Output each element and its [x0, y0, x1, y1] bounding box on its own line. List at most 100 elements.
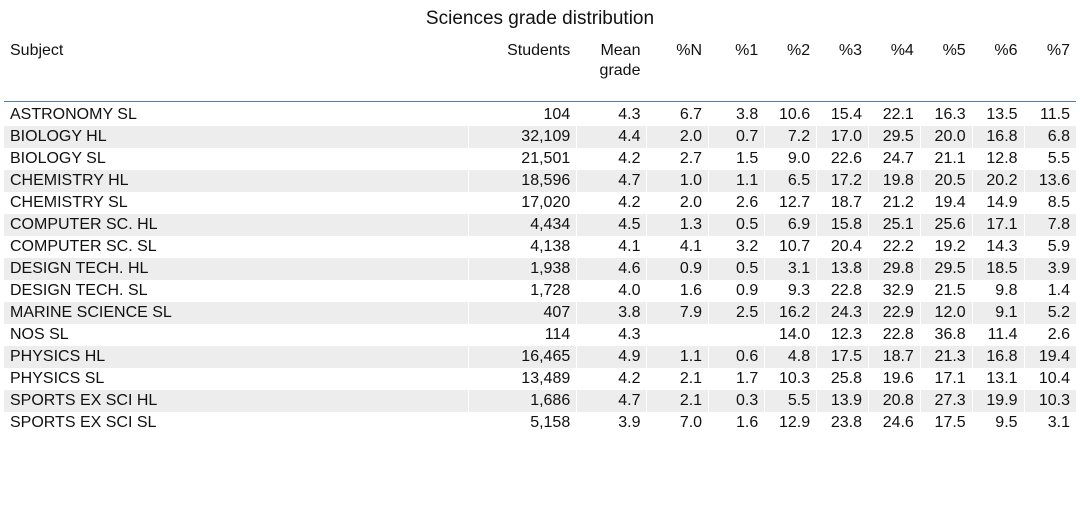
value-cell: 0.6 [708, 345, 765, 368]
subject-cell: BIOLOGY SL [10, 149, 106, 167]
value-cell: 4.8 [764, 345, 817, 368]
value-cell: 1.3 [646, 213, 709, 236]
value-cell: 16.2 [764, 301, 817, 324]
value-cell: 18.7 [867, 345, 921, 368]
table-body: ASTRONOMY SL 104 4.3 6.7 3.8 10.6 15.4 22.1 16.3… [4, 101, 1076, 434]
value-cell: 9.1 [971, 301, 1025, 324]
value-cell: 18.5 [971, 257, 1025, 280]
table-row: DESIGN TECH. SL 1,728 4.0 1.6 0.9 9.3 22.8 32.9… [4, 279, 1076, 302]
value-cell: 2.1 [646, 389, 709, 412]
value-cell: 1.7 [708, 367, 765, 390]
table-row: DESIGN TECH. HL 1,938 4.6 0.9 0.5 3.1 13.8 29.8… [4, 257, 1076, 280]
value-cell: 0.7 [708, 125, 765, 148]
value-cell: 25.6 [919, 213, 973, 236]
value-cell: 16.8 [971, 345, 1025, 368]
value-cell: 13.1 [971, 367, 1025, 390]
value-cell: 4,138 [468, 235, 577, 258]
value-cell: 4,434 [468, 213, 577, 236]
value-cell: 24.6 [867, 411, 921, 434]
subject-cell: CHEMISTRY SL [10, 193, 128, 211]
value-cell: 1,938 [468, 257, 577, 280]
value-cell: 4.1 [576, 235, 647, 258]
value-cell: 104 [468, 101, 577, 126]
value-cell: 2.6 [1023, 323, 1076, 346]
column-header: %5 [919, 38, 973, 102]
value-cell: 4.7 [576, 169, 647, 192]
value-cell: 1.4 [1023, 279, 1076, 302]
value-cell: 20.2 [971, 169, 1025, 192]
table-title: Sciences grade distribution [425, 8, 655, 29]
subject-cell: MARINE SCIENCE SL [4, 301, 469, 324]
value-cell: 29.5 [919, 257, 973, 280]
table-row: BIOLOGY SL 21,501 4.2 2.7 1.5 9.0 22.6 24.7 21.1… [4, 147, 1076, 170]
value-cell: 4.9 [576, 345, 647, 368]
value-cell: 4.2 [576, 367, 647, 390]
value-cell: 10.3 [1023, 389, 1076, 412]
header-row: Subject Students Mean grade %N %1 %2 %3 %4 %5 %6%… [4, 38, 1076, 102]
value-cell: 17.0 [816, 125, 869, 148]
subject-cell: NOS SL [10, 325, 69, 343]
value-cell: 114 [468, 323, 577, 346]
value-cell: 5.5 [764, 389, 817, 412]
value-cell: 6.5 [764, 169, 817, 192]
value-cell: 19.4 [1023, 345, 1076, 368]
value-cell: 7.8 [1023, 213, 1076, 236]
value-cell: 18,596 [468, 169, 577, 192]
value-cell: 4.2 [576, 191, 647, 214]
value-cell: 3.9 [576, 411, 647, 434]
subject-cell: SPORTS EX SCI HL [4, 389, 469, 412]
value-cell: 407 [468, 301, 577, 324]
subject-cell: PHYSICS HL [4, 345, 469, 368]
table-row: CHEMISTRY HL 18,596 4.7 1.0 1.1 6.5 17.2 19.8 20… [4, 169, 1076, 192]
value-cell: 4.5 [576, 213, 647, 236]
column-header: %7 [1023, 38, 1076, 102]
subject-cell: BIOLOGY HL [4, 125, 469, 148]
value-cell: 1.0 [646, 169, 709, 192]
value-cell: 32,109 [468, 125, 577, 148]
value-cell: 4.0 [576, 279, 647, 302]
column-header: %1 [708, 38, 765, 102]
value-cell: 4.2 [576, 147, 647, 170]
subject-cell: DESIGN TECH. HL [4, 257, 469, 280]
table-row: COMPUTER SC. HL 4,434 4.5 1.3 0.5 6.9 15.8 25.1… [4, 213, 1076, 236]
value-cell: 7.0 [646, 411, 709, 434]
value-cell: 22.8 [816, 279, 869, 302]
subject-cell: COMPUTER SC. HL [4, 213, 469, 236]
value-cell: 22.8 [867, 323, 921, 346]
value-cell: 19.4 [919, 191, 973, 214]
value-cell: 17.1 [971, 213, 1025, 236]
value-cell: 1.6 [646, 279, 709, 302]
value-cell: 13.9 [816, 389, 869, 412]
value-cell: 3.2 [708, 235, 765, 258]
subject-cell: PHYSICS SL [10, 369, 105, 387]
value-cell: 2.5 [708, 301, 765, 324]
value-cell: 19.8 [867, 169, 921, 192]
value-cell: 20.5 [919, 169, 973, 192]
value-cell [708, 323, 765, 346]
value-cell: 22.1 [867, 101, 921, 126]
column-header: %N [646, 38, 709, 102]
value-cell: 17.5 [919, 411, 973, 434]
column-header: Mean grade [576, 38, 647, 102]
value-cell: 3.1 [1023, 411, 1076, 434]
value-cell: 19.2 [919, 235, 973, 258]
value-cell: 15.8 [816, 213, 869, 236]
subject-cell: CHEMISTRY HL [4, 169, 469, 192]
value-cell: 2.7 [646, 147, 709, 170]
value-cell: 2.1 [646, 367, 709, 390]
value-cell: 13.6 [1023, 169, 1076, 192]
value-cell: 10.4 [1023, 367, 1076, 390]
value-cell: 16.3 [919, 101, 973, 126]
value-cell: 32.9 [867, 279, 921, 302]
value-cell: 1,686 [468, 389, 577, 412]
value-cell: 9.0 [764, 147, 817, 170]
table-row: PHYSICS SL 13,489 4.2 2.1 1.7 10.3 25.8 19.6 17.… [4, 367, 1076, 390]
table-row: ASTRONOMY SL 104 4.3 6.7 3.8 10.6 15.4 22.1 16.3… [4, 101, 1076, 126]
value-cell: 5,158 [468, 411, 577, 434]
value-cell: 8.5 [1023, 191, 1076, 214]
value-cell: 14.0 [764, 323, 817, 346]
value-cell: 24.7 [867, 147, 921, 170]
value-cell: 17.2 [816, 169, 869, 192]
value-cell [646, 323, 709, 346]
